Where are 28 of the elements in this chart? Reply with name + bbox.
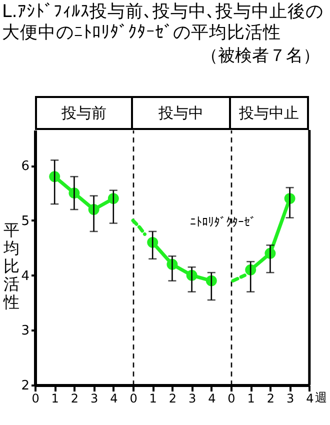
y-tick-label: 5 <box>21 214 30 229</box>
x-tick-label: 3 <box>188 392 196 406</box>
x-tick-label: 2 <box>168 392 177 406</box>
x-tick-label: 4 <box>110 392 118 406</box>
x-tick-label: 3 <box>90 392 98 406</box>
x-tick-label: 4 <box>208 392 216 406</box>
y-tick-label: 6 <box>21 159 30 174</box>
chart-title: 投与中止 <box>231 96 310 130</box>
y-axis-title: 平均比活性 <box>2 220 20 312</box>
x-tick-label: 1 <box>51 392 59 406</box>
x-tick-label: 4 <box>306 391 314 406</box>
x-tick-label: 2 <box>70 392 79 406</box>
x-tick-label: 2 <box>266 391 275 406</box>
chart-title: 投与中 <box>133 96 231 130</box>
y-tick-label: 3 <box>21 324 30 339</box>
text: （被検者７名） <box>201 45 320 67</box>
text: L.ｱｼﾄﾞﾌｨﾙｽ投与前､投与中､投与中止後の大便中のﾆﾄﾛﾘﾀﾞｸﾀｰｾﾞの平均比活性 <box>2 2 324 44</box>
chart-title: 投与前 <box>35 96 133 130</box>
annotation: ﾆﾄﾛﾘﾀﾞｸﾀｰｾﾞ <box>190 214 256 229</box>
x-tick-label: 1 <box>247 391 255 406</box>
x-tick-label: 0 <box>32 392 40 406</box>
x-tick-label: 1 <box>149 392 157 406</box>
x-axis-title: 週 <box>314 390 327 404</box>
y-tick-label: 4 <box>21 268 30 284</box>
x-tick-label: 3 <box>286 391 294 406</box>
x-tick-label: 0 <box>228 391 236 406</box>
y-tick-label: 2 <box>21 378 30 394</box>
x-tick-label: 0 <box>130 392 138 406</box>
